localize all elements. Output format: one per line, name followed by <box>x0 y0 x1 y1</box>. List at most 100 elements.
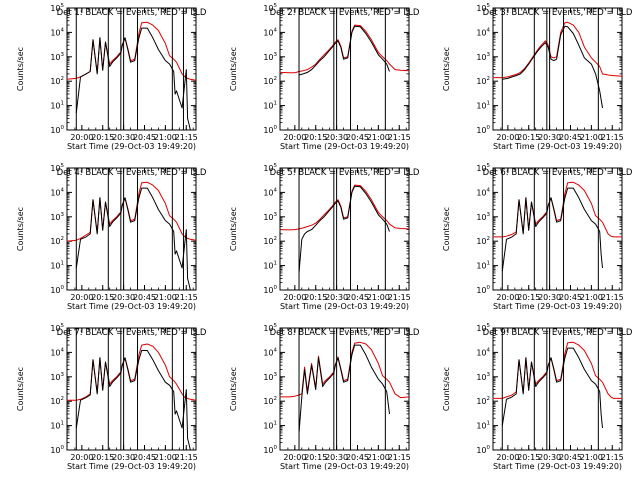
x-tick-label: 21:00 <box>367 453 390 462</box>
y-tick-label: 101 <box>476 101 490 111</box>
panel-title: Det 1: BLACK = Events, RED = LLD <box>57 8 207 18</box>
panel-title: Det 9: BLACK = Events, RED = LLD <box>483 328 633 338</box>
y-tick-exponent: 2 <box>61 396 65 402</box>
y-tick-exponent: 0 <box>487 285 491 291</box>
y-axis-label: Counts/sec <box>442 207 451 251</box>
y-tick-label: 105 <box>50 3 64 13</box>
y-tick-exponent: 5 <box>61 3 65 9</box>
plot-frame <box>492 327 623 451</box>
x-tick-label: 20:15 <box>517 453 540 462</box>
y-tick-exponent: 2 <box>487 76 491 82</box>
y-tick-exponent: 4 <box>61 27 65 33</box>
x-tick-label: 20:45 <box>559 293 582 302</box>
x-tick-label: 20:15 <box>304 133 327 142</box>
y-tick-label: 100 <box>50 445 64 455</box>
x-tick-label: 20:45 <box>346 133 369 142</box>
y-tick-exponent: 5 <box>487 3 491 9</box>
x-tick-label: 20:45 <box>346 453 369 462</box>
x-tick-label: 21:00 <box>154 293 177 302</box>
x-tick-label: 20:00 <box>496 133 519 142</box>
y-tick-label: 102 <box>50 396 64 406</box>
y-tick-label: 100 <box>263 125 277 135</box>
events-series-line <box>502 25 603 109</box>
y-tick-label: 101 <box>263 421 277 431</box>
events-series-line <box>298 185 390 273</box>
detector-panel: 10010110210310410520:0020:1520:3020:4521… <box>229 163 420 311</box>
x-tick-label: 21:00 <box>580 133 603 142</box>
y-tick-label: 103 <box>50 52 64 62</box>
y-tick-exponent: 1 <box>487 101 491 107</box>
plot-frame <box>279 7 410 131</box>
y-tick-label: 101 <box>263 101 277 111</box>
x-tick-label: 21:00 <box>154 453 177 462</box>
y-tick-label: 103 <box>476 212 490 222</box>
events-series-line <box>75 350 191 451</box>
y-tick-label: 104 <box>50 187 64 197</box>
y-tick-label: 104 <box>476 27 490 37</box>
x-tick-label: 20:15 <box>304 453 327 462</box>
y-tick-exponent: 0 <box>61 125 65 131</box>
lld-series-line <box>492 181 622 238</box>
y-tick-exponent: 4 <box>487 347 491 353</box>
plot-frame <box>492 167 623 291</box>
x-tick-label: 20:00 <box>70 133 93 142</box>
y-tick-exponent: 3 <box>61 372 65 378</box>
y-tick-label: 104 <box>50 347 64 357</box>
y-axis-label: Counts/sec <box>16 367 25 411</box>
y-tick-label: 102 <box>263 76 277 86</box>
panel-title: Det 3: BLACK = Events, RED = LLD <box>483 8 633 18</box>
x-tick-label: 20:00 <box>283 133 306 142</box>
y-tick-label: 103 <box>263 372 277 382</box>
y-tick-exponent: 0 <box>487 445 491 451</box>
lld-series-line <box>66 343 197 401</box>
y-tick-exponent: 1 <box>61 101 65 107</box>
x-tick-label: 20:15 <box>91 133 114 142</box>
x-axis-label: Start Time (29-Oct-03 19:49:20) <box>280 302 409 311</box>
y-tick-exponent: 5 <box>274 163 278 169</box>
y-tick-exponent: 1 <box>274 261 278 267</box>
x-tick-label: 20:15 <box>517 133 540 142</box>
detector-panel: 10010110210310410520:0020:1520:3020:4521… <box>16 3 207 151</box>
x-tick-label: 21:15 <box>388 293 411 302</box>
y-tick-label: 101 <box>476 261 490 271</box>
y-axis-label: Counts/sec <box>442 367 451 411</box>
x-axis-label: Start Time (29-Oct-03 19:49:20) <box>280 462 409 471</box>
y-tick-label: 102 <box>50 236 64 246</box>
detector-panel: 10010110210310410520:0020:1520:3020:4521… <box>229 323 420 471</box>
x-tick-label: 21:00 <box>154 133 177 142</box>
x-axis-label: Start Time (29-Oct-03 19:49:20) <box>280 142 409 151</box>
y-tick-label: 105 <box>263 3 277 13</box>
y-tick-label: 101 <box>476 421 490 431</box>
plot-frame <box>66 327 197 451</box>
x-tick-label: 21:15 <box>175 133 198 142</box>
panel-title: Det 7: BLACK = Events, RED = LLD <box>57 328 207 338</box>
y-tick-exponent: 5 <box>274 3 278 9</box>
x-tick-label: 20:00 <box>283 293 306 302</box>
lld-series-line <box>279 341 410 399</box>
x-tick-label: 20:00 <box>70 453 93 462</box>
x-tick-label: 20:30 <box>112 133 135 142</box>
x-axis-label: Start Time (29-Oct-03 19:49:20) <box>67 142 196 151</box>
y-axis-label: Counts/sec <box>16 207 25 251</box>
y-tick-exponent: 5 <box>487 163 491 169</box>
y-tick-label: 104 <box>263 187 277 197</box>
x-tick-label: 21:00 <box>580 453 603 462</box>
detector-panel: 10010110210310410520:0020:1520:3020:4521… <box>442 323 633 471</box>
lld-series-line <box>66 181 197 242</box>
plot-frame <box>279 167 410 291</box>
plot-frame <box>66 7 197 131</box>
y-tick-exponent: 4 <box>487 27 491 33</box>
x-tick-label: 20:45 <box>133 453 156 462</box>
x-tick-label: 20:15 <box>91 453 114 462</box>
y-tick-label: 100 <box>476 285 490 295</box>
y-tick-exponent: 4 <box>274 187 278 193</box>
plot-frame <box>66 167 197 291</box>
y-tick-label: 103 <box>263 52 277 62</box>
plot-frame <box>279 327 410 451</box>
y-tick-label: 104 <box>476 187 490 197</box>
x-tick-label: 20:45 <box>559 133 582 142</box>
y-tick-label: 100 <box>263 445 277 455</box>
detector-panel: 10010110210310410520:0020:1520:3020:4521… <box>229 3 420 151</box>
events-series-line <box>75 187 191 291</box>
events-series-line <box>75 27 191 131</box>
